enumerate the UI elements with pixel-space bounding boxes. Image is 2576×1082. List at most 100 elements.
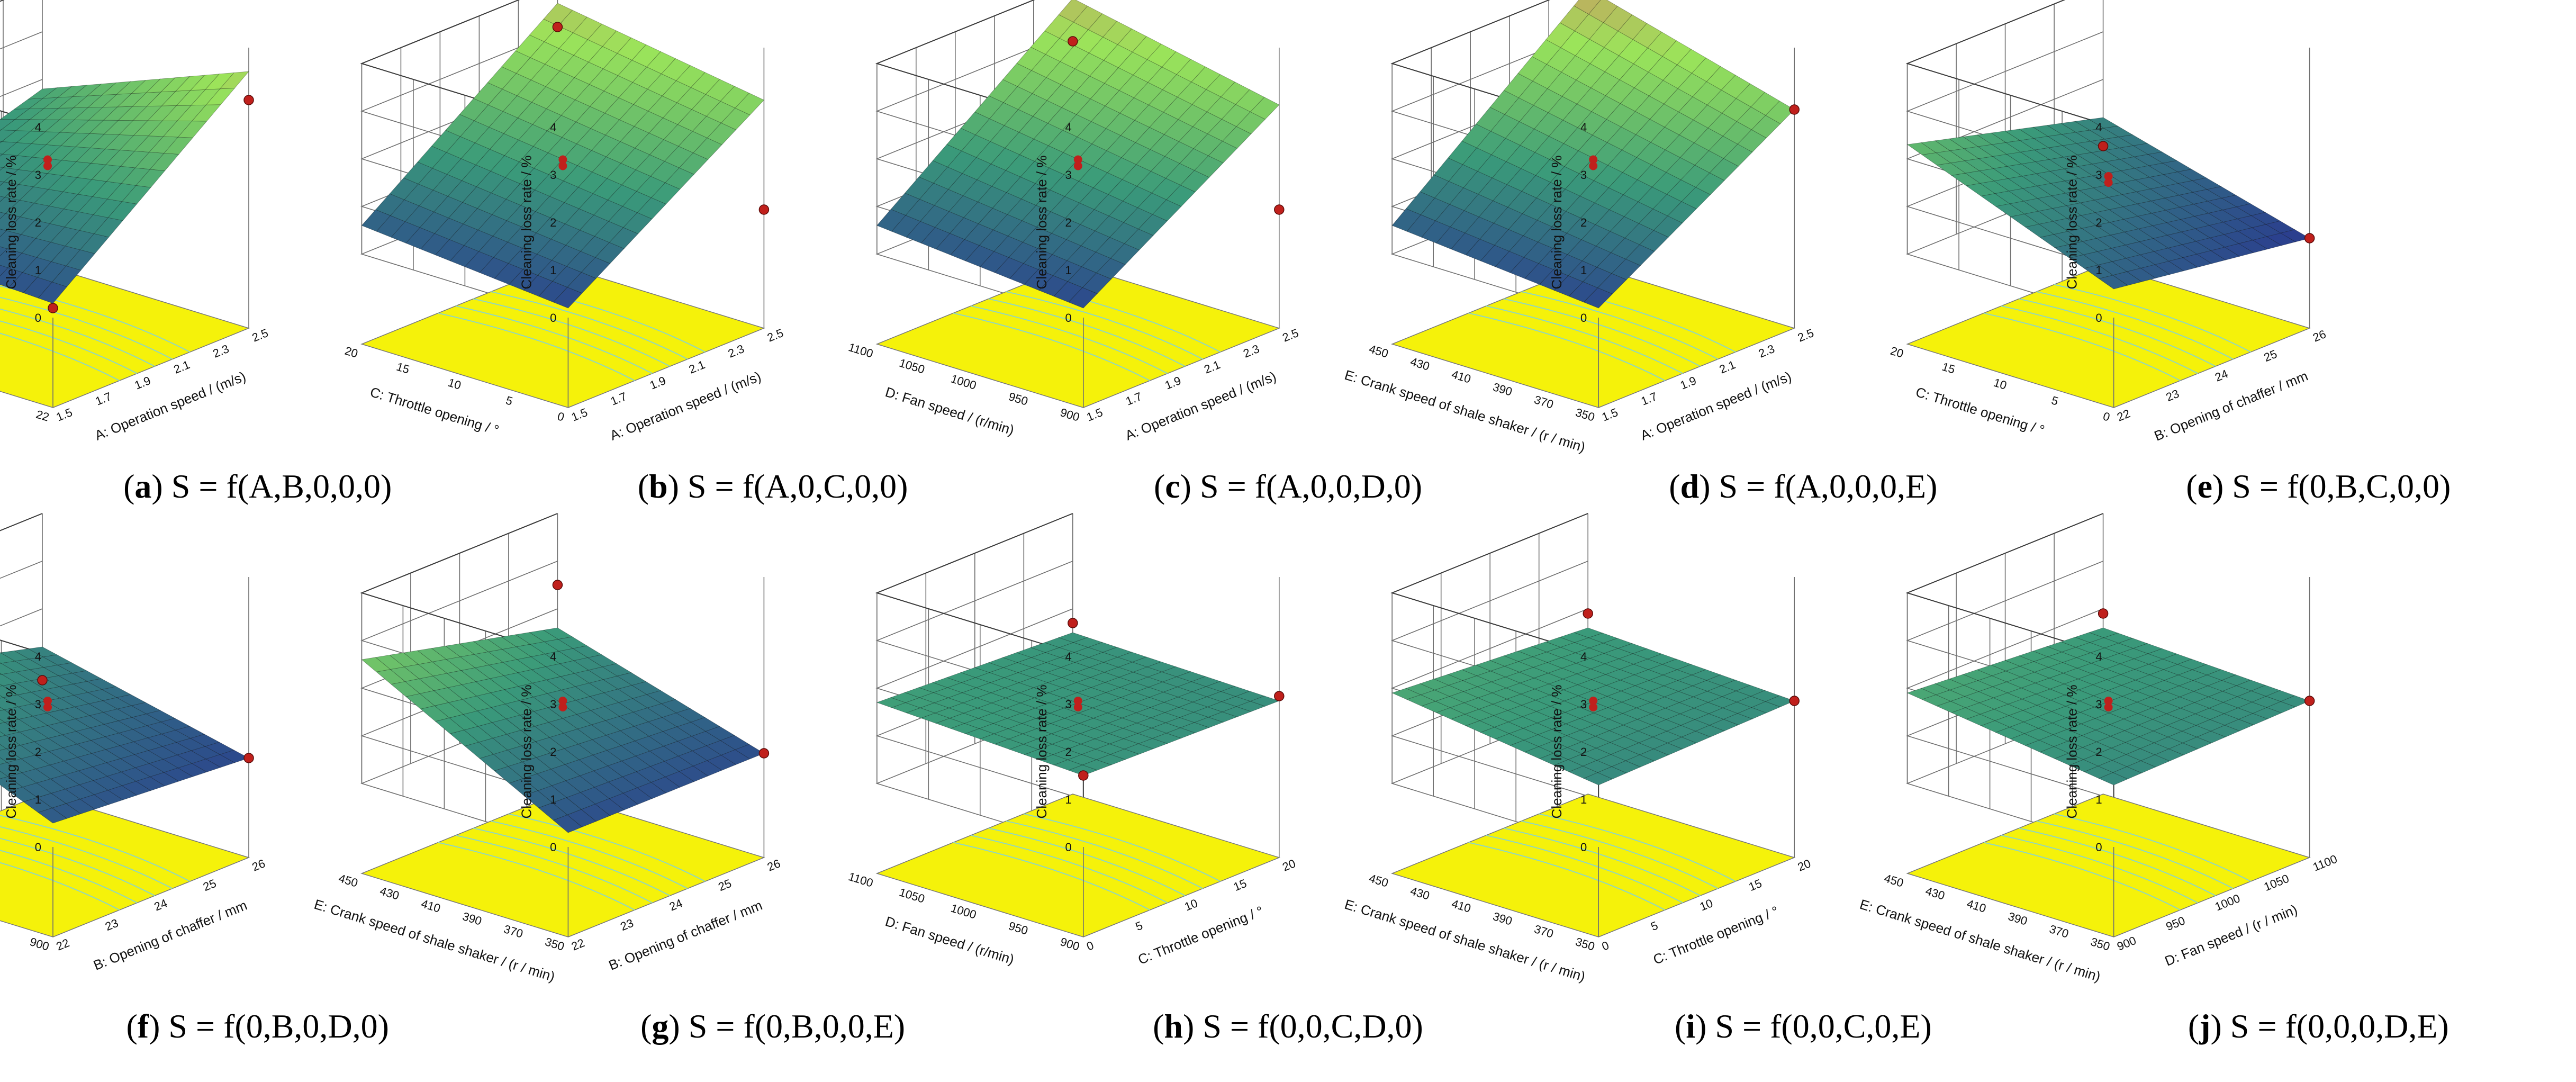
design-points xyxy=(2098,608,2315,711)
contour-line xyxy=(0,296,173,360)
caption-letter: e xyxy=(2198,467,2212,505)
response-surface xyxy=(361,627,765,833)
design-point xyxy=(1274,204,1285,215)
contour-line xyxy=(1983,312,2181,381)
caption-formula: S = f(0,0,0,D,E) xyxy=(2230,1007,2449,1045)
y-tick-label: 950 xyxy=(1007,390,1029,408)
z-ticks: 0 1 2 3 4 xyxy=(2095,121,2102,324)
contour-line xyxy=(1006,291,1203,360)
z-ticks: 0 1 2 3 4 xyxy=(550,121,556,324)
contour-line xyxy=(0,332,120,381)
surface-cell xyxy=(42,654,73,665)
panel-caption: (a) S = f(A,B,0,0,0) xyxy=(123,467,392,505)
contour-line xyxy=(988,298,1186,367)
contour-line xyxy=(0,320,138,374)
surface-cell xyxy=(1191,66,1221,90)
surface-cell xyxy=(1736,684,1766,697)
surface-cell xyxy=(1603,638,1633,649)
surface-cell xyxy=(0,757,8,765)
z-tick-label: 0 xyxy=(2095,841,2102,854)
x-tick-label: 1.5 xyxy=(55,405,75,424)
design-points xyxy=(552,580,770,759)
floor-contour-plane xyxy=(360,768,765,937)
z-tick-label: 3 xyxy=(2095,168,2102,182)
z-tick-label: 4 xyxy=(35,650,41,663)
y-tick-label: 450 xyxy=(337,871,359,890)
contour-line xyxy=(1468,842,1666,910)
design-point xyxy=(1789,696,1800,706)
caption-paren-open: ( xyxy=(1154,467,1165,505)
panel-caption: (d) S = f(A,0,0,0,E) xyxy=(1669,467,1937,505)
z-tick-label: 2 xyxy=(1580,216,1587,229)
x-tick-label: 10 xyxy=(1698,896,1715,913)
y-tick-label: 390 xyxy=(1492,380,1514,399)
z-ticks: 0 1 2 3 4 xyxy=(1580,650,1587,854)
x-tick-label: 2.5 xyxy=(1796,326,1816,345)
center-point xyxy=(1073,161,1082,170)
response-surface xyxy=(876,632,1280,776)
y-tick-label: 450 xyxy=(1368,342,1390,360)
y-tick-label: 430 xyxy=(1924,884,1946,903)
design-points xyxy=(1068,618,1285,781)
surface-cell xyxy=(0,129,2,131)
contour-line xyxy=(1521,291,1719,360)
y-tick-label: 370 xyxy=(502,922,525,941)
surface-cell xyxy=(602,30,632,54)
contour-line xyxy=(953,842,1151,910)
caption-paren-close: ) xyxy=(151,467,171,505)
z-axis-label: Cleaning loss rate / % xyxy=(2064,156,2080,290)
contour-line xyxy=(971,835,1168,904)
z-tick-label: 2 xyxy=(1065,216,1072,229)
contour-line xyxy=(0,815,191,882)
contour-line xyxy=(0,837,155,896)
caption-paren-close: ) xyxy=(1695,1007,1715,1045)
surface-cell xyxy=(2206,186,2237,199)
y-tick-label: 15 xyxy=(1940,360,1957,376)
x-tick-label: 0 xyxy=(1084,939,1096,953)
caption-letter: c xyxy=(1165,467,1180,505)
response-surface xyxy=(361,3,765,309)
surface-cell xyxy=(160,718,191,731)
surface-cell xyxy=(1691,669,1722,681)
z-tick-label: 3 xyxy=(550,698,556,711)
z-axis-label: Cleaning loss rate / % xyxy=(518,156,534,290)
caption-letter: d xyxy=(1680,467,1700,505)
surface-cell xyxy=(2221,674,2252,686)
y-axis-label: C: Throttle opening / ° xyxy=(1914,384,2046,438)
surface-cell xyxy=(0,662,2,664)
response-surface xyxy=(1391,627,1795,786)
box-top-edge xyxy=(360,513,568,657)
surface-cell xyxy=(1161,51,1191,75)
surface-cell xyxy=(1706,674,1736,686)
z-tick-label: 3 xyxy=(35,698,41,711)
x-tick-label: 25 xyxy=(716,877,733,894)
surface-cell xyxy=(0,673,3,675)
center-point xyxy=(2104,172,2113,181)
z-tick-label: 2 xyxy=(2095,216,2102,229)
y-tick-label: 0 xyxy=(2101,409,2111,423)
y-tick-label: 10 xyxy=(447,376,463,392)
panel-b: 0 1 2 3 4 Cleaning loss rate / % 1.5 1.7 1.9 2.1 2… xyxy=(344,0,908,505)
design-point xyxy=(2098,141,2109,151)
caption-paren-open: ( xyxy=(1675,1007,1686,1045)
y-tick-label: 410 xyxy=(420,897,442,915)
contour-line xyxy=(0,308,155,367)
surface-cell xyxy=(2265,220,2295,233)
x-tick-label: 26 xyxy=(2311,327,2328,344)
caption-letter: h xyxy=(1164,1007,1183,1045)
y-tick-label: 450 xyxy=(1368,871,1390,890)
contour-line xyxy=(1503,298,1701,367)
box-top-edge xyxy=(1905,0,2114,128)
y-tick-label: 1050 xyxy=(898,356,926,376)
center-point xyxy=(1589,161,1598,170)
caption-letter: f xyxy=(138,1007,149,1045)
center-point xyxy=(1073,155,1082,164)
y-tick-label: 430 xyxy=(378,884,401,903)
x-tick-label: 2.5 xyxy=(250,326,270,345)
floor-contour-plane xyxy=(1906,768,2311,937)
z-tick-label: 2 xyxy=(550,745,556,759)
z-tick-label: 1 xyxy=(35,264,41,277)
surface-cell xyxy=(2192,664,2222,675)
